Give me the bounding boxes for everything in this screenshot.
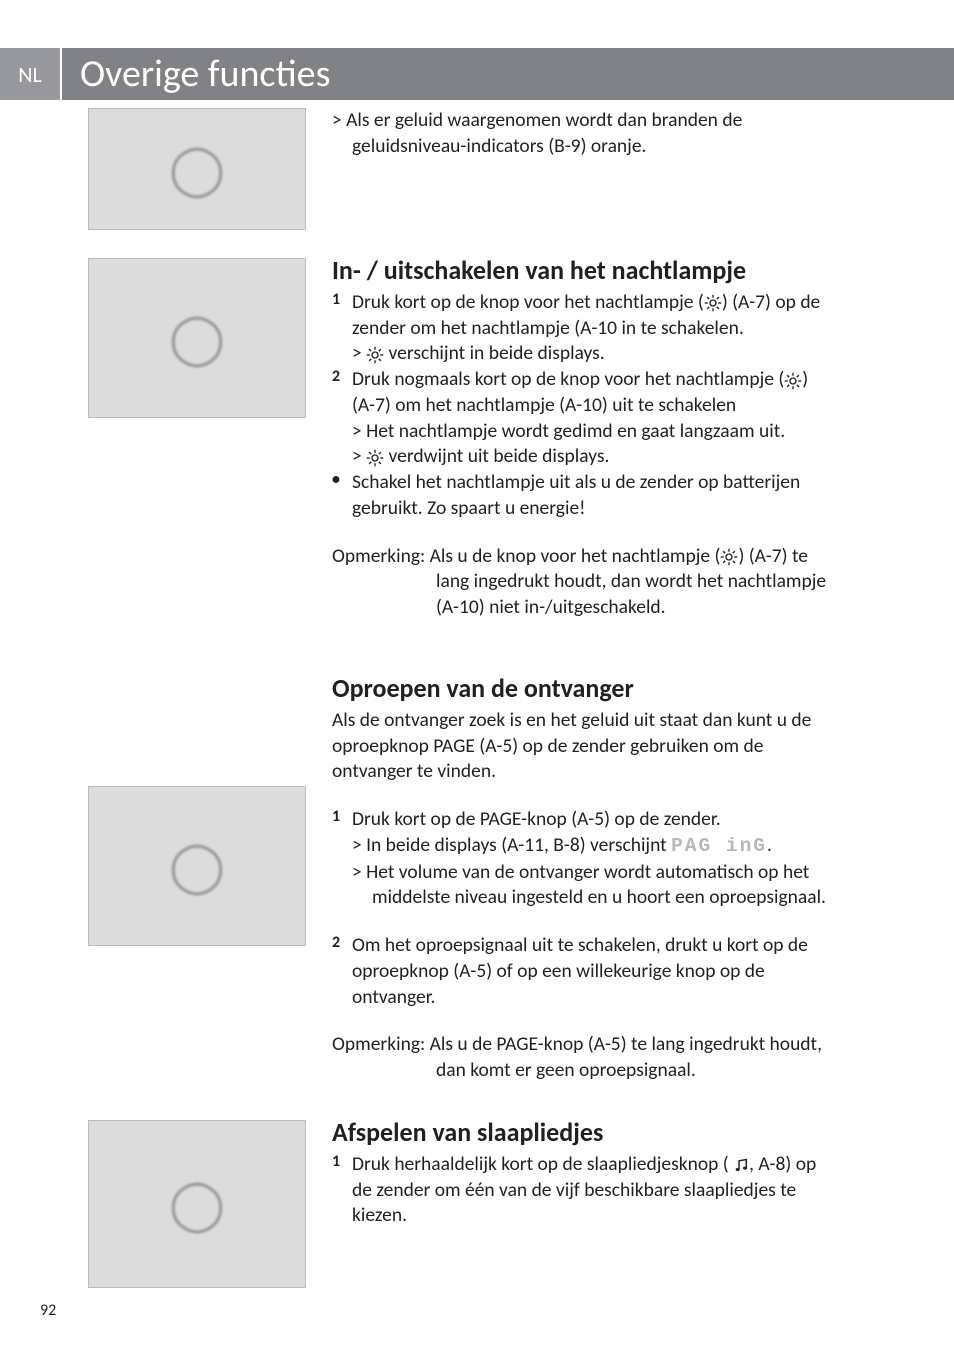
page-number: 92 (40, 1301, 56, 1320)
intro-line-2: geluidsniveau-indicators (B-9) oranje. (332, 134, 904, 160)
intro-line-1: > Als er geluid waargenomen wordt dan br… (332, 108, 904, 134)
text: Om het oproepsignaal uit te schakelen, d… (352, 933, 904, 959)
step-num: 1 (332, 1152, 352, 1229)
product-illustration-1: ◯ (88, 108, 306, 230)
text: > Het nachtlampje wordt gedimd en gaat l… (352, 419, 904, 445)
text: oproepknop PAGE (A-5) op de zender gebru… (332, 734, 904, 760)
text: > Het volume van de ontvanger wordt auto… (352, 860, 904, 886)
text: Druk nogmaals kort op de knop voor het n… (352, 367, 904, 393)
note-line-2: lang ingedrukt houdt, dan wordt het nach… (332, 569, 904, 595)
note-line-1: Opmerking: Als u de PAGE-knop (A-5) te l… (332, 1032, 904, 1058)
bullet-energy: • Schakel het nachtlampje uit als u de z… (332, 470, 904, 521)
chapter-title: Overige functies (80, 51, 330, 97)
text: zender om het nachtlampje (A-10 in te sc… (352, 316, 904, 342)
text: > verdwijnt uit beide displays. (352, 444, 904, 470)
note-line-2: dan komt er geen oproepsignaal. (332, 1058, 904, 1084)
product-illustration-3: ◯ (88, 786, 306, 946)
text: (A-7) om het nachtlampje (A-10) uit te s… (352, 393, 904, 419)
text: Druk herhaaldelijk kort op de slaapliedj… (352, 1152, 904, 1178)
section-heading-nightlight: In- / uitschakelen van het nachtlampje (332, 254, 904, 286)
text: Druk kort op de PAGE-knop (A-5) op de ze… (352, 807, 904, 833)
step-num: 1 (332, 290, 352, 367)
chapter-title-bar: Overige functies (62, 48, 954, 100)
step-1: 1 Druk kort op de PAGE-knop (A-5) op de … (332, 807, 904, 911)
sun-icon (366, 346, 384, 364)
text: kiezen. (352, 1203, 904, 1229)
text: de zender om één van de vijf beschikbare… (352, 1178, 904, 1204)
text: > verschijnt in beide displays. (352, 341, 904, 367)
music-note-icon (733, 1157, 749, 1174)
bullet-marker: • (332, 470, 352, 521)
section-heading-lullabies: Afspelen van slaapliedjes (332, 1116, 904, 1148)
product-illustration-4: ◯ (88, 1120, 306, 1288)
note-block: Opmerking: Als u de PAGE-knop (A-5) te l… (332, 1032, 904, 1083)
product-illustration-2: ◯ (88, 258, 306, 418)
sun-icon (366, 449, 384, 467)
text: gebruikt. Zo spaart u energie! (352, 496, 904, 522)
sun-icon (784, 372, 802, 390)
section-heading-paging: Oproepen van de ontvanger (332, 672, 904, 704)
note-line-1: Opmerking: Als u de knop voor het nachtl… (332, 544, 904, 570)
step-1: 1 Druk kort op de knop voor het nachtlam… (332, 290, 904, 367)
sun-icon (704, 294, 722, 312)
language-tab: NL (0, 48, 60, 100)
step-num: 2 (332, 933, 352, 1010)
step-num: 2 (332, 367, 352, 470)
step-2: 2 Druk nogmaals kort op de knop voor het… (332, 367, 904, 470)
step-1: 1 Druk herhaaldelijk kort op de slaaplie… (332, 1152, 904, 1229)
text: Schakel het nachtlampje uit als u de zen… (352, 470, 904, 496)
sun-icon (720, 548, 738, 566)
text: ontvanger. (352, 985, 904, 1011)
step-2: 2 Om het oproepsignaal uit te schakelen,… (332, 933, 904, 1010)
step-num: 1 (332, 807, 352, 911)
text: ontvanger te vinden. (332, 759, 904, 785)
note-line-3: (A-10) niet in-/uitgeschakeld. (332, 595, 904, 621)
text: Druk kort op de knop voor het nachtlampj… (352, 290, 904, 316)
display-segment-text: PAG inG (671, 835, 767, 857)
language-code: NL (18, 61, 41, 88)
text: > In beide displays (A-11, B-8) verschij… (352, 833, 904, 860)
note-block: Opmerking: Als u de knop voor het nachtl… (332, 544, 904, 621)
text: middelste niveau ingesteld en u hoort ee… (352, 885, 904, 911)
text: oproepknop (A-5) of op een willekeurige … (352, 959, 904, 985)
text: Als de ontvanger zoek is en het geluid u… (332, 708, 904, 734)
